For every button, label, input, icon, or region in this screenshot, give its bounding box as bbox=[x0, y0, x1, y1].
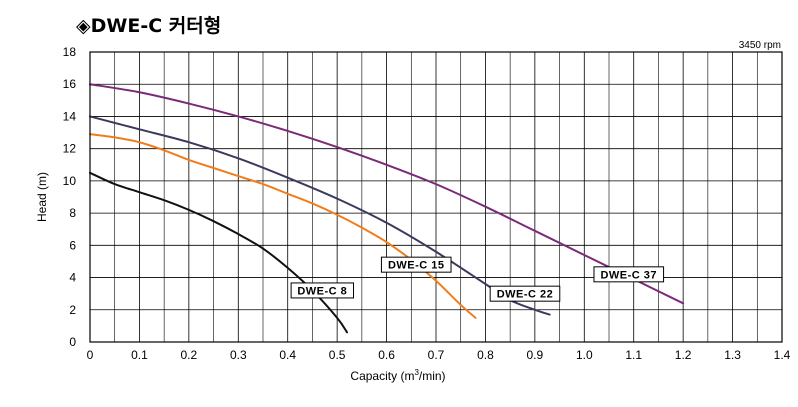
series-label-text: DWE-C 37 bbox=[600, 269, 657, 281]
x-tick-label: 0 bbox=[87, 348, 94, 362]
x-tick-label: 1.0 bbox=[576, 348, 593, 362]
series-label-box bbox=[593, 266, 665, 283]
series-label-1: DWE-C 8 bbox=[290, 282, 355, 299]
series-label-box bbox=[489, 285, 561, 302]
series-line-4 bbox=[89, 83, 685, 305]
y-tick-label: 8 bbox=[69, 206, 76, 220]
series-label-2: DWE-C 15 bbox=[380, 256, 452, 273]
series-label-4: DWE-C 37 bbox=[593, 266, 665, 283]
y-tick-label: 18 bbox=[63, 45, 77, 59]
y-tick-label: 6 bbox=[69, 238, 76, 252]
y-axis-label: Head (m) bbox=[35, 172, 49, 222]
y-tick-label: 14 bbox=[63, 109, 77, 123]
x-tick-label: 1.3 bbox=[724, 348, 741, 362]
x-tick-label: 1.1 bbox=[625, 348, 642, 362]
y-tick-label: 2 bbox=[69, 303, 76, 317]
series-label-text: DWE-C 15 bbox=[388, 260, 445, 272]
y-tick-label: 12 bbox=[63, 142, 77, 156]
plot-frame bbox=[89, 51, 783, 343]
x-tick-label: 0.1 bbox=[131, 348, 148, 362]
y-tick-label: 4 bbox=[69, 271, 76, 285]
series-label-box bbox=[380, 256, 452, 273]
x-tick-label: 0.9 bbox=[527, 348, 544, 362]
series-label-text: DWE-C 22 bbox=[497, 289, 554, 301]
x-axis-label: Capacity (m3/min) bbox=[350, 368, 445, 383]
y-tick-label: 10 bbox=[63, 174, 77, 188]
x-tick-label: 0.8 bbox=[477, 348, 494, 362]
x-tick-label: 1.2 bbox=[675, 348, 692, 362]
series-label-3: DWE-C 22 bbox=[489, 285, 561, 302]
series-labels: DWE-C 8 DWE-C 15 DWE-C 22 DWE-C 37 bbox=[290, 256, 665, 302]
y-tick-label: 16 bbox=[63, 77, 77, 91]
series-label-box bbox=[290, 282, 355, 299]
x-tick-label: 0.6 bbox=[378, 348, 395, 362]
x-tick-label: 0.5 bbox=[329, 348, 346, 362]
rpm-note: 3450 rpm bbox=[739, 40, 781, 51]
chart-title: ◈DWE-C 커터형 bbox=[76, 15, 221, 37]
x-tick-label: 1.4 bbox=[774, 348, 791, 362]
x-tick-label: 0.7 bbox=[428, 348, 445, 362]
x-tick-label: 0.2 bbox=[181, 348, 198, 362]
series-label-text: DWE-C 8 bbox=[297, 285, 347, 297]
axis-tick-labels: 0 0.1 0.2 0.3 0.4 0.5 0.6 0.7 0.8 0.9 1.0 1.1 1.2 1.3… bbox=[63, 45, 791, 362]
grid-lines bbox=[90, 52, 782, 342]
y-tick-label: 0 bbox=[69, 335, 76, 349]
x-tick-label: 0.3 bbox=[230, 348, 247, 362]
x-tick-label: 0.4 bbox=[279, 348, 296, 362]
